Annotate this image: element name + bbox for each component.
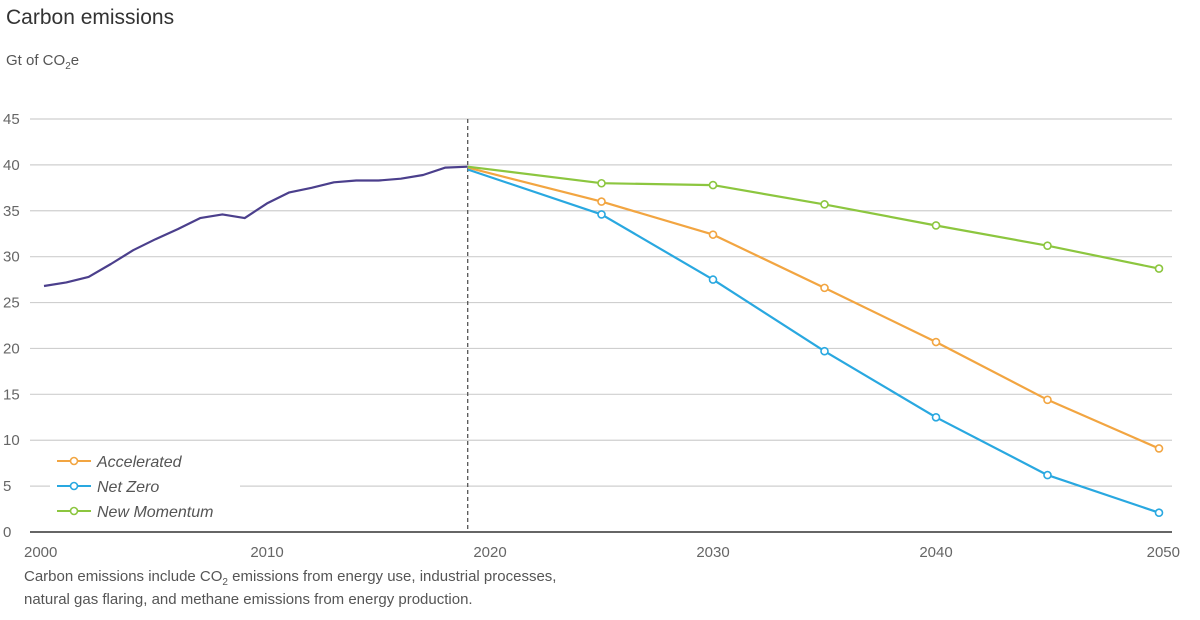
chart-title: Carbon emissions [6,6,175,29]
legend-label-accelerated: Accelerated [96,454,183,471]
x-axis-ticks: 2000 2010 2020 2030 2040 2050 [24,544,1180,561]
unit-suffix: e [70,52,80,69]
y-tick-label: 35 [3,203,20,220]
y-tick-label: 20 [3,340,20,357]
x-tick-label: 2000 [24,544,57,561]
unit-prefix: Gt of CO [6,52,66,69]
footnote-part1: Carbon emissions include CO [24,568,223,585]
y-axis-unit-label: Gt of CO2e [6,52,79,72]
unit-subscript: 2 [65,61,71,72]
legend-label-net-zero: Net Zero [97,479,159,496]
data-point-new-momentum [597,178,606,188]
data-point-new-momentum [820,200,829,209]
data-point-accelerated [708,230,718,239]
footnote-part2: emissions from energy use, industrial pr… [227,568,557,585]
footnote-subscript: 2 [222,577,228,588]
x-tick-label: 2020 [473,544,506,561]
y-tick-label: 5 [3,478,11,495]
x-tick-label: 2040 [919,544,952,561]
y-tick-label: 30 [3,249,20,266]
data-point-net-zero [931,412,941,422]
y-tick-label: 45 [3,111,20,128]
data-point-accelerated [1154,444,1164,453]
data-point-new-momentum [931,221,941,230]
footnote: Carbon emissions include CO2 emissions f… [24,568,724,608]
y-tick-label: 15 [3,386,20,403]
series-line-historical [43,165,468,288]
legend-marker-accelerated [69,456,79,466]
legend-label-new-momentum: New Momentum [97,504,213,521]
data-point-net-zero [1043,470,1052,480]
x-tick-label: 2050 [1147,544,1180,561]
x-tick-label: 2010 [250,544,283,561]
data-point-new-momentum [1154,264,1164,273]
legend-marker-new-momentum [69,506,79,516]
data-point-net-zero [820,346,829,356]
data-point-accelerated [1043,395,1052,405]
y-tick-label: 25 [3,295,20,312]
y-tick-label: 10 [3,432,20,449]
y-tick-label: 40 [3,157,20,174]
data-point-accelerated [597,197,606,206]
series-group [43,165,1164,518]
data-point-accelerated [820,283,829,293]
y-tick-label: 0 [3,524,11,541]
x-tick-label: 2030 [696,544,729,561]
series-line-net-zero [467,168,1160,514]
data-point-new-momentum [708,180,718,190]
footnote-line2: natural gas flaring, and methane emissio… [24,591,473,608]
y-axis-ticks: 0 5 10 15 20 25 30 35 40 45 [3,111,20,541]
legend: Accelerated Net Zero New Momentum [57,454,213,521]
data-point-accelerated [931,337,941,347]
series-line-accelerated [467,166,1160,450]
data-point-new-momentum [1043,241,1052,250]
series-line-new-momentum [467,165,1160,270]
legend-marker-net-zero [69,481,79,491]
data-point-net-zero [708,275,718,284]
data-point-net-zero [597,210,606,219]
data-point-net-zero [1154,508,1164,518]
